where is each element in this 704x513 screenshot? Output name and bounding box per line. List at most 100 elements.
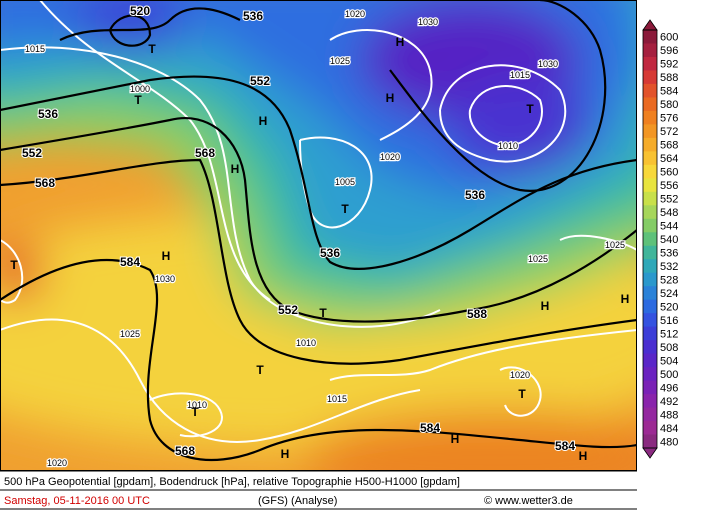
colorbar-label: 544: [660, 221, 678, 233]
map-label: 568: [35, 176, 55, 190]
map-label: H: [541, 299, 550, 313]
colorbar-cell: [643, 326, 657, 341]
colorbar-label: 504: [660, 355, 678, 367]
map-label: 552: [278, 303, 298, 317]
colorbar-cell: [643, 286, 657, 301]
colorbar-cell: [643, 340, 657, 355]
colorbar-cell: [643, 232, 657, 247]
footer-model: (GFS) (Analyse): [258, 495, 337, 507]
colorbar-label: 496: [660, 382, 678, 394]
map-label: 568: [195, 146, 215, 160]
colorbar-cell: [643, 151, 657, 166]
geopotential-lines: [0, 0, 637, 462]
colorbar-label: 512: [660, 328, 678, 340]
map-label: H: [162, 249, 171, 263]
map-label: H: [259, 114, 268, 128]
colorbar-label: 592: [660, 59, 678, 71]
colorbar-label: 516: [660, 315, 678, 327]
map-labels: 520 536 552 568 552 568 536 536 536 584 552 588 584 5…: [10, 3, 630, 469]
colorbar-label: 492: [660, 396, 678, 408]
map-label: H: [621, 292, 630, 306]
colorbar-label: 556: [660, 180, 678, 192]
colorbar-label: 596: [660, 45, 678, 57]
map-label: 588: [467, 307, 487, 321]
colorbar-cell: [643, 367, 657, 382]
colorbar: 6005965925885845805765725685645605565525…: [642, 19, 678, 459]
colorbar-frame: [642, 29, 658, 449]
colorbar-label: 540: [660, 234, 678, 246]
colorbar-cell: [643, 56, 657, 71]
colorbar-cap-bottom: [642, 447, 658, 459]
colorbar-cell: [643, 191, 657, 206]
map-label: 1030: [538, 59, 558, 69]
map-label: T: [134, 93, 142, 107]
colorbar-label: 520: [660, 301, 678, 313]
colorbar-label: 480: [660, 436, 678, 448]
colorbar-label: 548: [660, 207, 678, 219]
colorbar-label: 536: [660, 247, 678, 259]
colorbar-cell: [643, 83, 657, 98]
colorbar-label: 532: [660, 261, 678, 273]
map-label: 1000: [130, 84, 150, 94]
colorbar-label: 508: [660, 342, 678, 354]
map-label: 1005: [335, 177, 355, 187]
colorbar-cell: [643, 124, 657, 139]
colorbar-label: 584: [660, 86, 678, 98]
colorbar-cell: [643, 407, 657, 422]
colorbar-label: 600: [660, 32, 678, 44]
map-label: 1025: [120, 329, 140, 339]
colorbar-cap-top: [642, 19, 658, 31]
map-label: T: [10, 258, 18, 272]
map-label: 1015: [327, 394, 347, 404]
map-label: H: [231, 162, 240, 176]
map-label: 1015: [25, 44, 45, 54]
colorbar-cell: [643, 43, 657, 58]
isobars: [0, 0, 637, 443]
map-label: 584: [555, 439, 575, 453]
colorbar-cell: [643, 380, 657, 395]
map-label: T: [526, 102, 534, 116]
map-label: 536: [38, 107, 58, 121]
map-label: T: [256, 363, 264, 377]
colorbar-cell: [643, 245, 657, 260]
colorbar-label: 560: [660, 167, 678, 179]
colorbar-cell: [643, 30, 657, 44]
footer-credit: © www.wetter3.de: [484, 495, 573, 507]
map-label: H: [579, 449, 588, 463]
colorbar-cell: [643, 313, 657, 328]
map-label: 584: [420, 421, 440, 435]
map-label: 536: [465, 188, 485, 202]
map-label: 1025: [528, 254, 548, 264]
colorbar-label: 528: [660, 274, 678, 286]
map-label: 1025: [330, 56, 350, 66]
colorbar-cell: [643, 70, 657, 85]
colorbar-label: 524: [660, 288, 678, 300]
colorbar-cell: [643, 178, 657, 193]
colorbar-label: 568: [660, 140, 678, 152]
colorbar-cell: [643, 434, 657, 449]
map-label: 1010: [187, 400, 207, 410]
colorbar-label: 500: [660, 369, 678, 381]
colorbar-label: 576: [660, 113, 678, 125]
colorbar-label: 580: [660, 99, 678, 111]
colorbar-cell: [643, 421, 657, 436]
colorbar-cell: [643, 137, 657, 152]
colorbar-cell: [643, 218, 657, 233]
map-label: 1025: [605, 240, 625, 250]
colorbar-cell: [643, 164, 657, 179]
colorbar-label: 552: [660, 194, 678, 206]
map-label: T: [191, 405, 199, 419]
map-label: 584: [120, 255, 140, 269]
map-label: 1030: [418, 17, 438, 27]
map-label: 1030: [155, 274, 175, 284]
colorbar-label: 488: [660, 409, 678, 421]
map-label: 536: [243, 9, 263, 23]
map-label: H: [281, 447, 290, 461]
colorbar-label: 484: [660, 423, 678, 435]
map-label: 1020: [510, 370, 530, 380]
map-label: T: [319, 306, 327, 320]
map-label: 536: [320, 246, 340, 260]
colorbar-cell: [643, 299, 657, 314]
